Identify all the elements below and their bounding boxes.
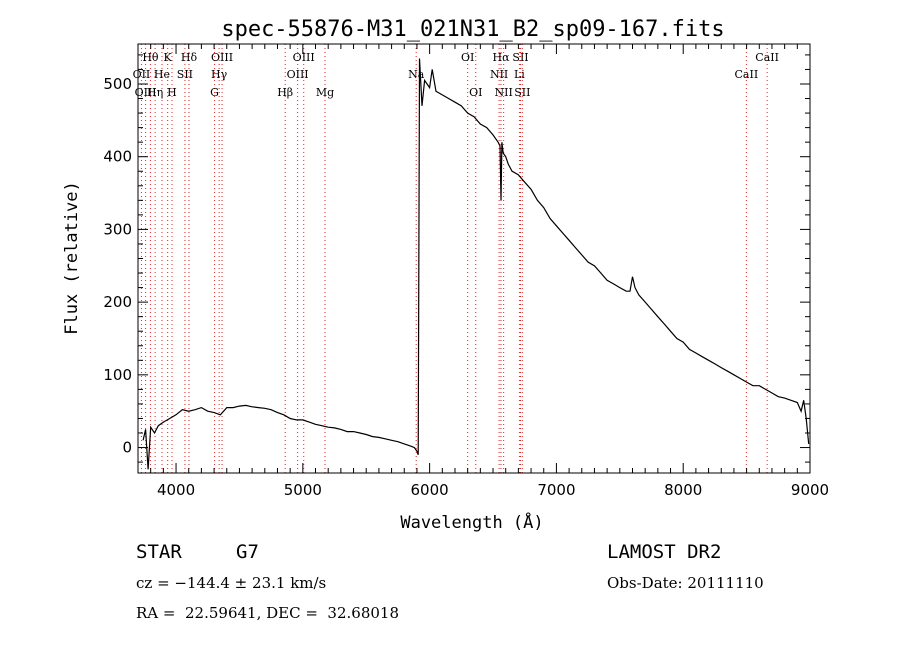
line-label: Mg bbox=[316, 86, 334, 99]
object-subclass: G7 bbox=[236, 541, 259, 563]
x-tick-label: 6000 bbox=[411, 481, 449, 499]
plot-frame bbox=[137, 43, 811, 474]
line-label: OIII bbox=[211, 51, 233, 64]
line-label: H bbox=[167, 86, 177, 99]
line-label: Li bbox=[514, 68, 525, 81]
y-tick-label: 400 bbox=[103, 148, 132, 166]
line-label: CaII bbox=[755, 51, 779, 64]
line-label: He bbox=[154, 68, 170, 81]
line-label: Hθ bbox=[142, 51, 159, 64]
x-tick-label: 4000 bbox=[157, 481, 195, 499]
line-label: OIII bbox=[135, 86, 157, 99]
y-tick-label: 300 bbox=[103, 220, 132, 238]
y-tick-label: 0 bbox=[122, 439, 132, 457]
sky-coordinates: RA = 22.59641, DEC = 32.68018 bbox=[136, 604, 400, 622]
emission-line-markers bbox=[140, 44, 768, 473]
line-label: OIII bbox=[287, 68, 309, 81]
line-label: OIII bbox=[293, 51, 315, 64]
line-label: OI bbox=[461, 51, 474, 64]
line-label: NII bbox=[495, 86, 513, 99]
line-label: Hα bbox=[492, 51, 510, 64]
line-label: NII bbox=[490, 68, 508, 81]
x-axis: 4000 5000 6000 7000 8000 9000 bbox=[150, 44, 829, 499]
line-label: SII bbox=[514, 86, 530, 99]
y-tick-label: 200 bbox=[103, 293, 132, 311]
line-label: G bbox=[210, 86, 219, 99]
object-class: STAR bbox=[136, 541, 182, 563]
line-label: OII bbox=[133, 68, 151, 81]
line-label: Hδ bbox=[181, 51, 198, 64]
survey-name: LAMOST DR2 bbox=[607, 541, 722, 563]
x-tick-label: 7000 bbox=[537, 481, 575, 499]
chart-title: spec-55876-M31_021N31_B2_sp09-167.fits bbox=[221, 17, 724, 42]
x-tick-label: 9000 bbox=[791, 481, 829, 499]
line-label: Hη bbox=[147, 86, 163, 99]
line-label: K bbox=[164, 51, 173, 64]
line-label: SII bbox=[177, 68, 193, 81]
x-axis-label: Wavelength (Å) bbox=[400, 511, 543, 533]
line-label: Na bbox=[408, 68, 425, 81]
line-label: CaII bbox=[735, 68, 759, 81]
y-tick-label: 100 bbox=[103, 366, 132, 384]
x-tick-label: 5000 bbox=[284, 481, 322, 499]
line-label: Hγ bbox=[211, 68, 228, 81]
line-label: OI bbox=[469, 86, 482, 99]
redshift-velocity: cz = −144.4 ± 23.1 km/s bbox=[136, 574, 327, 592]
spectrum-line bbox=[142, 58, 810, 470]
line-label: SII bbox=[512, 51, 528, 64]
y-tick-label: 500 bbox=[103, 75, 132, 93]
y-axis: 0 100 200 300 400 500 bbox=[103, 54, 810, 463]
x-tick-label: 8000 bbox=[664, 481, 702, 499]
y-axis-label: Flux (relative) bbox=[62, 181, 82, 335]
line-label: Hβ bbox=[277, 86, 293, 99]
emission-line-labels: Hθ OII OIII H K Hδ He Hη SII OIII Hγ G Hβ OIII OIII Mg N… bbox=[133, 51, 779, 99]
observation-date: Obs-Date: 20111110 bbox=[607, 574, 764, 592]
